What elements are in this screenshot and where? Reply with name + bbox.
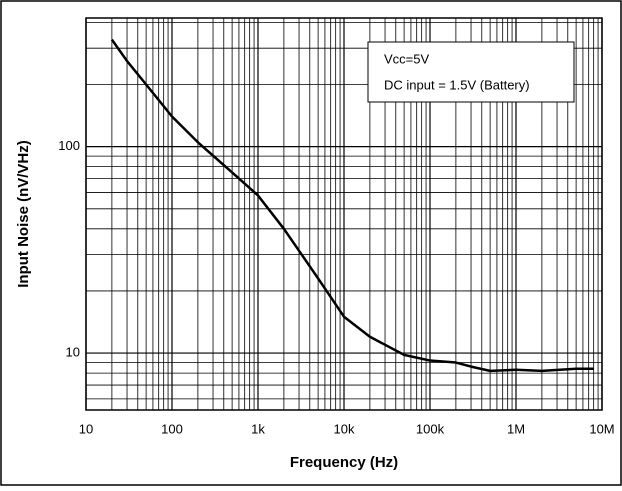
- x-tick-label: 100k: [416, 421, 445, 436]
- x-tick-label: 1k: [251, 421, 265, 436]
- x-tick-label: 10k: [334, 421, 355, 436]
- line-series: [110, 38, 594, 373]
- y-tick-label: 10: [66, 345, 80, 360]
- annotation-box: [367, 41, 575, 103]
- x-axis-label: Frequency (Hz): [290, 454, 398, 471]
- x-tick-label: 1M: [507, 421, 525, 436]
- x-tick-label: 10: [79, 421, 93, 436]
- annotation: DC input = 1.5V (Battery): [384, 77, 530, 92]
- plot-frame: [85, 17, 603, 411]
- y-axis-label: Input Noise (nV/VHz): [15, 140, 32, 288]
- grid: [85, 17, 603, 411]
- y-tick-label: 100: [58, 138, 80, 153]
- plot: [110, 38, 594, 373]
- annotation: Vcc=5V: [384, 51, 429, 66]
- x-tick-label: 100: [161, 421, 183, 436]
- x-tick-label: 10M: [589, 421, 614, 436]
